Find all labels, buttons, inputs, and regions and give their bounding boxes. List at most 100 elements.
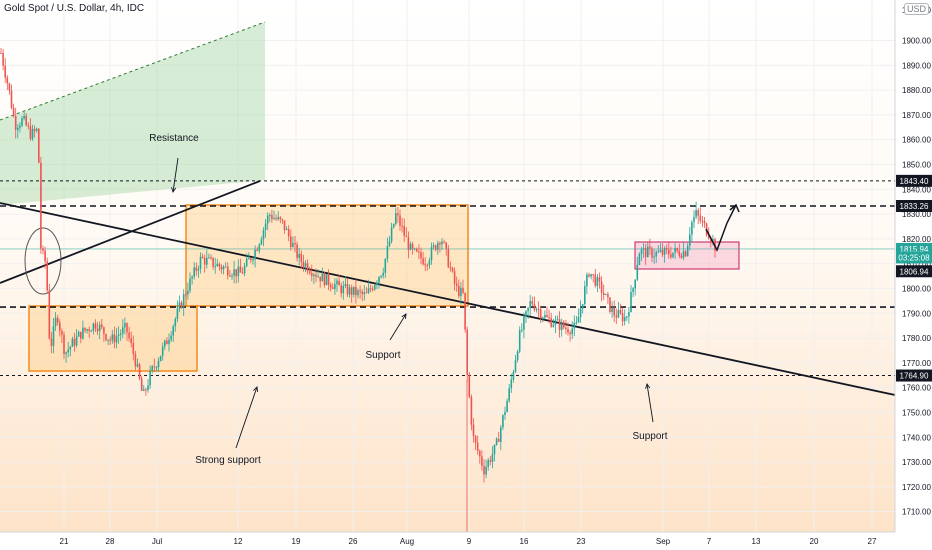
support-arrow-mid-head xyxy=(401,313,407,320)
candle-body xyxy=(487,460,489,467)
candle-body xyxy=(548,316,550,319)
y-tick-label: 1710.00 xyxy=(902,508,931,517)
candle-body xyxy=(111,334,114,341)
candle-body xyxy=(657,251,660,253)
price-label-box xyxy=(896,199,932,212)
breakout-circle xyxy=(24,227,62,295)
zones xyxy=(0,21,740,372)
candle-body xyxy=(157,361,160,368)
candle-body xyxy=(581,304,584,309)
candle-body xyxy=(565,327,567,330)
price-label-box xyxy=(896,369,932,382)
candle-body xyxy=(413,248,416,250)
candle-body xyxy=(258,244,261,251)
x-tick-label: 21 xyxy=(60,537,69,546)
candle-body xyxy=(642,248,645,250)
price-axis[interactable]: 1710.00 1720.00 1730.00 1740.00 1750.00 1760.… xyxy=(902,6,931,517)
candle-body xyxy=(313,274,315,276)
candle-body xyxy=(145,389,147,391)
candle-body xyxy=(237,266,240,277)
candle-body xyxy=(500,427,502,442)
candle-body xyxy=(514,360,517,372)
candle-body xyxy=(674,248,676,253)
candle-body xyxy=(485,466,487,475)
time-axis[interactable]: 21 28 Jul 12 19 26 Aug 9 16 23 Sep 7 13 20 27 xyxy=(60,537,877,546)
candle-body xyxy=(294,242,296,245)
candle-body xyxy=(80,331,82,339)
candle-body xyxy=(140,378,143,391)
candle-body xyxy=(161,346,164,356)
candle-body xyxy=(166,340,168,345)
candle-body xyxy=(59,322,61,331)
resistance-arrow-head xyxy=(171,187,177,194)
candle-body xyxy=(153,366,156,368)
candle-body xyxy=(235,269,237,277)
candle-body xyxy=(649,246,651,249)
candle-body xyxy=(424,264,426,266)
resistance-arrow xyxy=(172,157,179,193)
candle-body xyxy=(670,254,672,258)
candle-body xyxy=(220,266,223,270)
candle-body xyxy=(8,83,11,91)
candle-body xyxy=(124,322,126,328)
candle-body xyxy=(539,309,542,319)
x-tick-label: 7 xyxy=(707,537,712,546)
y-tick-label: 1900.00 xyxy=(902,36,931,45)
candle-body xyxy=(531,301,534,305)
candle-body xyxy=(107,339,109,341)
candle-body xyxy=(474,436,477,443)
candle-body xyxy=(447,248,450,268)
candle-body xyxy=(355,286,357,296)
candle-body xyxy=(10,90,13,108)
x-tick-label: Sep xyxy=(656,537,671,546)
candle-body xyxy=(619,310,622,314)
candle-body xyxy=(384,258,387,273)
candle-body xyxy=(546,315,548,317)
candle-body xyxy=(149,370,151,386)
chart-title: Gold Spot / U.S. Dollar, 4h, IDC xyxy=(4,3,145,14)
candle-body xyxy=(521,329,523,331)
candle-body xyxy=(308,271,311,274)
candle-body xyxy=(689,234,691,246)
candle-body xyxy=(598,277,601,282)
candle-body xyxy=(497,438,500,442)
candle-body xyxy=(98,324,101,332)
candle-body xyxy=(672,252,674,258)
currency-badge[interactable]: USD xyxy=(904,3,930,15)
candle-body xyxy=(271,215,273,220)
candle-body xyxy=(143,389,145,391)
candle-body xyxy=(275,218,277,220)
candle-body xyxy=(187,290,189,295)
candle-body xyxy=(569,332,571,335)
candle-body xyxy=(48,290,51,339)
candle-body xyxy=(315,274,317,277)
candle-body xyxy=(571,328,573,335)
projection-path xyxy=(705,204,737,252)
candle-body xyxy=(182,294,185,308)
candle-body xyxy=(416,248,418,252)
support-arrow-right xyxy=(646,383,654,423)
candle-body xyxy=(563,322,565,328)
candle-body xyxy=(115,336,118,343)
candle-body xyxy=(386,245,389,259)
y-tick-label: 1720.00 xyxy=(902,483,931,492)
candle-body xyxy=(292,242,294,247)
time-axis-background[interactable] xyxy=(0,532,932,550)
annotation-label: Support xyxy=(365,350,400,361)
candle-body xyxy=(321,273,324,282)
candle-body xyxy=(302,261,305,267)
candle-body xyxy=(560,322,563,330)
candle-body xyxy=(126,322,128,333)
candle-body xyxy=(42,248,44,251)
x-tick-label: 16 xyxy=(520,537,529,546)
candle-body xyxy=(409,244,412,250)
candle-body xyxy=(189,278,191,291)
candle-body xyxy=(636,265,639,280)
candle-body xyxy=(495,438,498,445)
y-tick-label: 1800.00 xyxy=(902,284,931,293)
candle-body xyxy=(229,275,231,277)
candle-body xyxy=(428,260,431,266)
candle-body xyxy=(109,339,111,341)
candle-body xyxy=(374,284,376,290)
